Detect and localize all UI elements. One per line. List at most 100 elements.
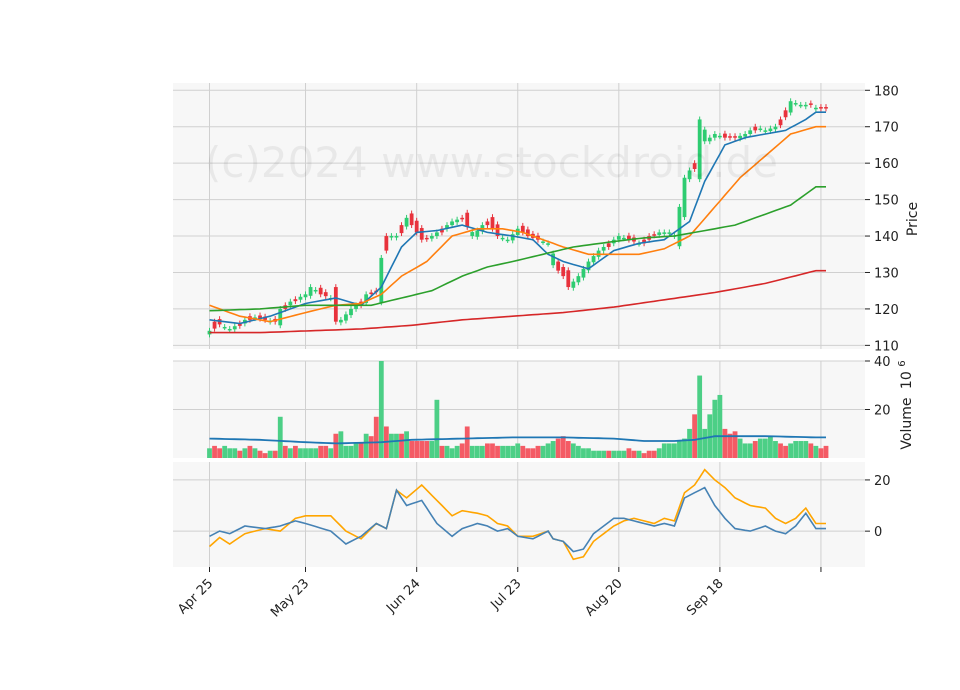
- volume-bar: [535, 445, 541, 458]
- volume-bar: [399, 433, 404, 458]
- volume-bar: [641, 453, 647, 458]
- candle-up: [601, 246, 606, 251]
- volume-bar: [525, 448, 531, 458]
- volume-bar: [389, 433, 394, 458]
- candle-up: [470, 232, 475, 237]
- volume-bar: [803, 441, 809, 458]
- candle-up: [682, 177, 687, 218]
- volume-bar: [358, 443, 364, 458]
- volume-bar: [474, 445, 480, 458]
- volume-bar: [500, 445, 505, 458]
- candle-up: [813, 107, 818, 110]
- volume-bar: [672, 443, 677, 458]
- candle-down: [460, 217, 465, 220]
- volume-bar: [742, 443, 748, 458]
- candle-down: [566, 270, 571, 288]
- volume-bar: [550, 441, 556, 458]
- volume-bar: [520, 445, 526, 458]
- volume-bar: [419, 441, 425, 458]
- candle-up: [773, 126, 778, 130]
- oscillator-background: [173, 462, 865, 567]
- price-axis-label: Price: [905, 202, 921, 236]
- candle-up: [505, 239, 510, 242]
- ma-line-2: [209, 125, 826, 323]
- candle-up: [687, 170, 692, 180]
- volume-bar: [611, 450, 617, 458]
- price-ytick-label: 150: [874, 194, 899, 209]
- candle-down: [424, 237, 429, 240]
- candle-up: [541, 241, 545, 244]
- volume-bar: [242, 448, 248, 458]
- candle-up: [288, 301, 293, 306]
- price-panel: 110 120 130 140 150 160 170 180: [173, 83, 899, 354]
- candle-up: [591, 256, 596, 263]
- volume-label-exponent: 6: [897, 360, 908, 366]
- ma-line-4: [209, 269, 826, 334]
- x-axis: Apr 25 May 23 Jun 24 Jul 23 Aug 20 Sep 18: [175, 567, 822, 620]
- candle-up: [364, 294, 369, 304]
- volume-bar: [429, 441, 435, 458]
- volume-ytick-label: 20: [874, 404, 891, 419]
- volume-label-base: 10: [899, 371, 915, 389]
- volume-bar: [823, 445, 829, 458]
- volume-bar: [621, 450, 627, 458]
- volume-bar: [778, 443, 783, 458]
- volume-bar: [353, 443, 359, 458]
- volume-bar: [222, 445, 228, 458]
- volume-bar: [783, 445, 788, 458]
- volume-bar: [333, 433, 339, 458]
- volume-bar: [404, 431, 409, 458]
- volume-bar: [646, 450, 652, 458]
- candle-up: [500, 237, 505, 240]
- candle-up: [803, 104, 808, 107]
- volume-bar: [449, 448, 455, 458]
- volume-bar: [687, 428, 692, 458]
- candle-up: [717, 135, 722, 138]
- volume-bar: [818, 448, 824, 458]
- volume-bar: [479, 445, 485, 458]
- volume-bar: [747, 443, 753, 458]
- watermark: (c)2024 www.stockdroid.de: [205, 138, 778, 187]
- candle-down: [556, 261, 561, 271]
- volume-bar: [495, 445, 500, 458]
- ma-line-1: [209, 111, 826, 325]
- candle-up: [455, 219, 460, 223]
- candle-down: [237, 323, 242, 326]
- volume-bar: [560, 436, 566, 458]
- volume-bar: [601, 450, 607, 458]
- volume-bar: [323, 445, 329, 458]
- candle-down: [652, 234, 657, 236]
- volume-bar: [752, 441, 758, 458]
- volume-bar: [454, 445, 460, 458]
- candle-up: [551, 253, 556, 266]
- candle-up: [510, 234, 515, 241]
- volume-bar: [237, 450, 243, 458]
- ma-line-3: [209, 186, 826, 312]
- volume-bar: [510, 445, 516, 458]
- oscillator-panel: 0 20: [173, 462, 891, 567]
- volume-bar: [424, 441, 430, 458]
- x-tick-label: May 23: [268, 576, 312, 620]
- volume-bar: [793, 441, 799, 458]
- candle-up: [429, 236, 434, 239]
- candle-down: [212, 321, 217, 329]
- volume-bar: [565, 441, 571, 458]
- volume-bar: [707, 414, 713, 458]
- volume-bar: [308, 448, 313, 458]
- candle-down: [485, 221, 490, 226]
- volume-bar: [651, 450, 657, 458]
- candle-down: [323, 292, 328, 297]
- x-tick-label: Apr 25: [175, 576, 216, 617]
- volume-bar: [318, 445, 324, 458]
- candle-down: [414, 220, 419, 233]
- volume-bar: [409, 441, 415, 458]
- candle-up: [445, 225, 449, 229]
- candle-up: [298, 296, 303, 300]
- candle-up: [394, 236, 399, 238]
- candle-up: [303, 294, 308, 298]
- candle-down: [808, 103, 813, 105]
- candle-down: [258, 315, 262, 319]
- volume-bar: [227, 448, 233, 458]
- volume-bar: [570, 443, 576, 458]
- candle-up: [354, 305, 358, 309]
